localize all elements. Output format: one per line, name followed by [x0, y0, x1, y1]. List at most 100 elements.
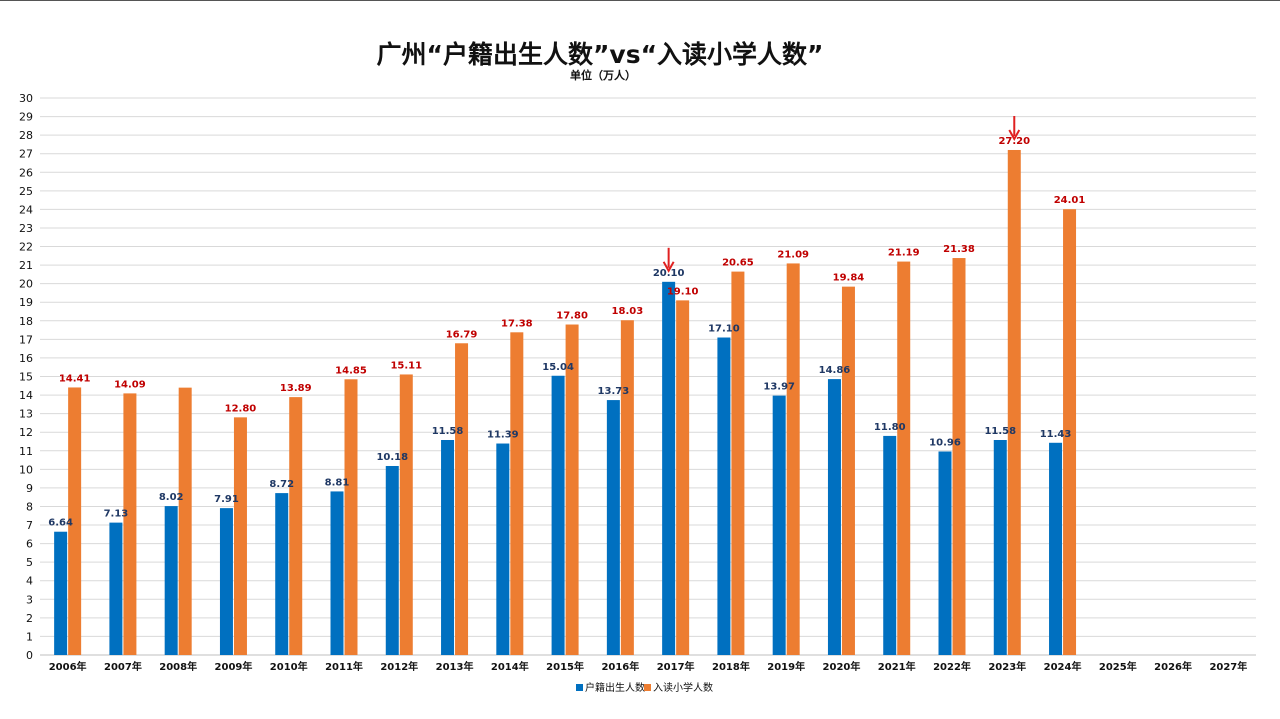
bar-births	[275, 493, 289, 655]
bar-births	[993, 439, 1007, 655]
bar-births	[662, 281, 676, 655]
y-tick-label: 20	[19, 278, 33, 291]
bar-data-label: 21.09	[777, 249, 809, 260]
bar-enrollment	[676, 300, 690, 655]
bar-births	[827, 379, 841, 655]
bar-data-label: 14.09	[114, 379, 146, 390]
x-tick-label: 2014年	[491, 660, 529, 673]
x-tick-label: 2015年	[546, 660, 584, 673]
y-tick-label: 4	[26, 575, 33, 588]
bar-data-label: 15.11	[390, 360, 422, 371]
bar-births	[772, 395, 786, 655]
legend: 户籍出生人数 入读小学人数	[576, 681, 713, 694]
x-tick-label: 2019年	[767, 660, 805, 673]
bar-data-label: 21.38	[943, 244, 975, 255]
y-tick-label: 8	[26, 500, 33, 513]
bar-labels: 6.64 7.13 8.02 7.91 8.72 8.81 10.18 11.58 11.39 1…	[48, 136, 1085, 529]
y-tick-label: 15	[19, 371, 33, 384]
bar-data-label: 14.41	[59, 373, 91, 384]
y-tick-label: 1	[26, 630, 33, 643]
bar-data-label: 13.97	[763, 382, 795, 393]
x-tick-label: 2017年	[657, 660, 695, 673]
x-tick-label: 2024年	[1044, 660, 1082, 673]
bar-data-label: 10.96	[929, 438, 961, 449]
bar-births	[330, 491, 344, 655]
x-tick-label: 2007年	[104, 660, 142, 673]
bar-births	[54, 531, 68, 655]
y-tick-label: 0	[26, 649, 33, 662]
y-tick-label: 29	[19, 111, 33, 124]
bar-data-label: 27.20	[998, 136, 1030, 147]
y-tick-label: 11	[19, 445, 33, 458]
bar-births	[496, 443, 510, 655]
bar-enrollment	[1063, 209, 1077, 655]
x-tick-label: 2026年	[1154, 660, 1192, 673]
bar-data-label: 7.91	[214, 494, 239, 505]
bar-data-label: 6.64	[48, 518, 73, 529]
bar-data-label: 17.80	[556, 311, 588, 322]
y-tick-label: 14	[19, 389, 33, 402]
bar-enrollment	[510, 332, 524, 655]
bar-births	[109, 522, 123, 655]
chart-subtitle: 单位（万人）	[570, 68, 636, 82]
bar-data-label: 11.58	[432, 426, 464, 437]
bar-data-label: 10.18	[376, 452, 408, 463]
bar-enrollment	[897, 261, 911, 655]
x-tick-label: 2023年	[988, 660, 1026, 673]
x-tick-label: 2018年	[712, 660, 750, 673]
x-axis: 2006年 2007年 2008年 2009年 2010年 2011年 2012年 2013年…	[49, 660, 1248, 673]
y-tick-label: 13	[19, 408, 33, 421]
y-tick-label: 26	[19, 166, 33, 179]
y-tick-label: 23	[19, 222, 33, 235]
bar-births	[1049, 442, 1063, 655]
bar-data-label: 12.80	[225, 403, 257, 414]
y-tick-label: 24	[19, 203, 33, 216]
bar-data-label: 24.01	[1054, 195, 1086, 206]
bar-enrollment	[565, 324, 579, 655]
bar-data-label: 8.72	[269, 479, 294, 490]
bar-data-label: 11.43	[1040, 429, 1072, 440]
y-tick-label: 18	[19, 315, 33, 328]
bar-enrollment	[731, 271, 745, 655]
bar-data-label: 14.86	[819, 365, 851, 376]
bar-data-label: 15.04	[542, 362, 574, 373]
bar-births	[385, 465, 399, 655]
bar-births	[938, 451, 952, 655]
bar-enrollment	[455, 343, 469, 655]
bar-data-label: 20.65	[722, 258, 754, 269]
x-tick-label: 2020年	[823, 660, 861, 673]
bar-births	[717, 337, 731, 655]
bar-enrollment	[68, 387, 82, 655]
bar-data-label: 21.19	[888, 248, 920, 259]
bar-data-label: 17.10	[708, 324, 740, 335]
legend-label-births: 户籍出生人数	[585, 681, 645, 694]
bar-enrollment	[841, 286, 855, 655]
x-tick-label: 2027年	[1209, 660, 1247, 673]
bar-births	[441, 439, 455, 655]
y-tick-label: 25	[19, 185, 33, 198]
x-tick-label: 2009年	[215, 660, 253, 673]
y-tick-label: 16	[19, 352, 33, 365]
bar-births	[606, 400, 620, 655]
bar-enrollment	[178, 387, 192, 655]
y-tick-label: 21	[19, 259, 33, 272]
y-tick-label: 27	[19, 148, 33, 161]
y-tick-label: 3	[26, 593, 33, 606]
legend-label-enrollment: 入读小学人数	[653, 681, 713, 694]
bar-enrollment	[233, 417, 247, 655]
x-tick-label: 2008年	[159, 660, 197, 673]
bar-enrollment	[1007, 149, 1021, 655]
bar-data-label: 19.84	[833, 273, 865, 284]
legend-swatch-births	[576, 684, 583, 691]
y-tick-label: 22	[19, 241, 33, 254]
bar-data-label: 19.10	[667, 286, 699, 297]
chart-title: 广州“户籍出生人数”vs“入读小学人数”	[377, 40, 824, 69]
bar-data-label: 20.10	[653, 268, 685, 279]
bar-data-label: 13.73	[598, 386, 630, 397]
bar-data-label: 8.02	[159, 492, 184, 503]
y-tick-label: 28	[19, 129, 33, 142]
bar-data-label: 8.81	[325, 477, 350, 488]
bar-enrollment	[344, 379, 358, 655]
bar-enrollment	[620, 320, 634, 655]
